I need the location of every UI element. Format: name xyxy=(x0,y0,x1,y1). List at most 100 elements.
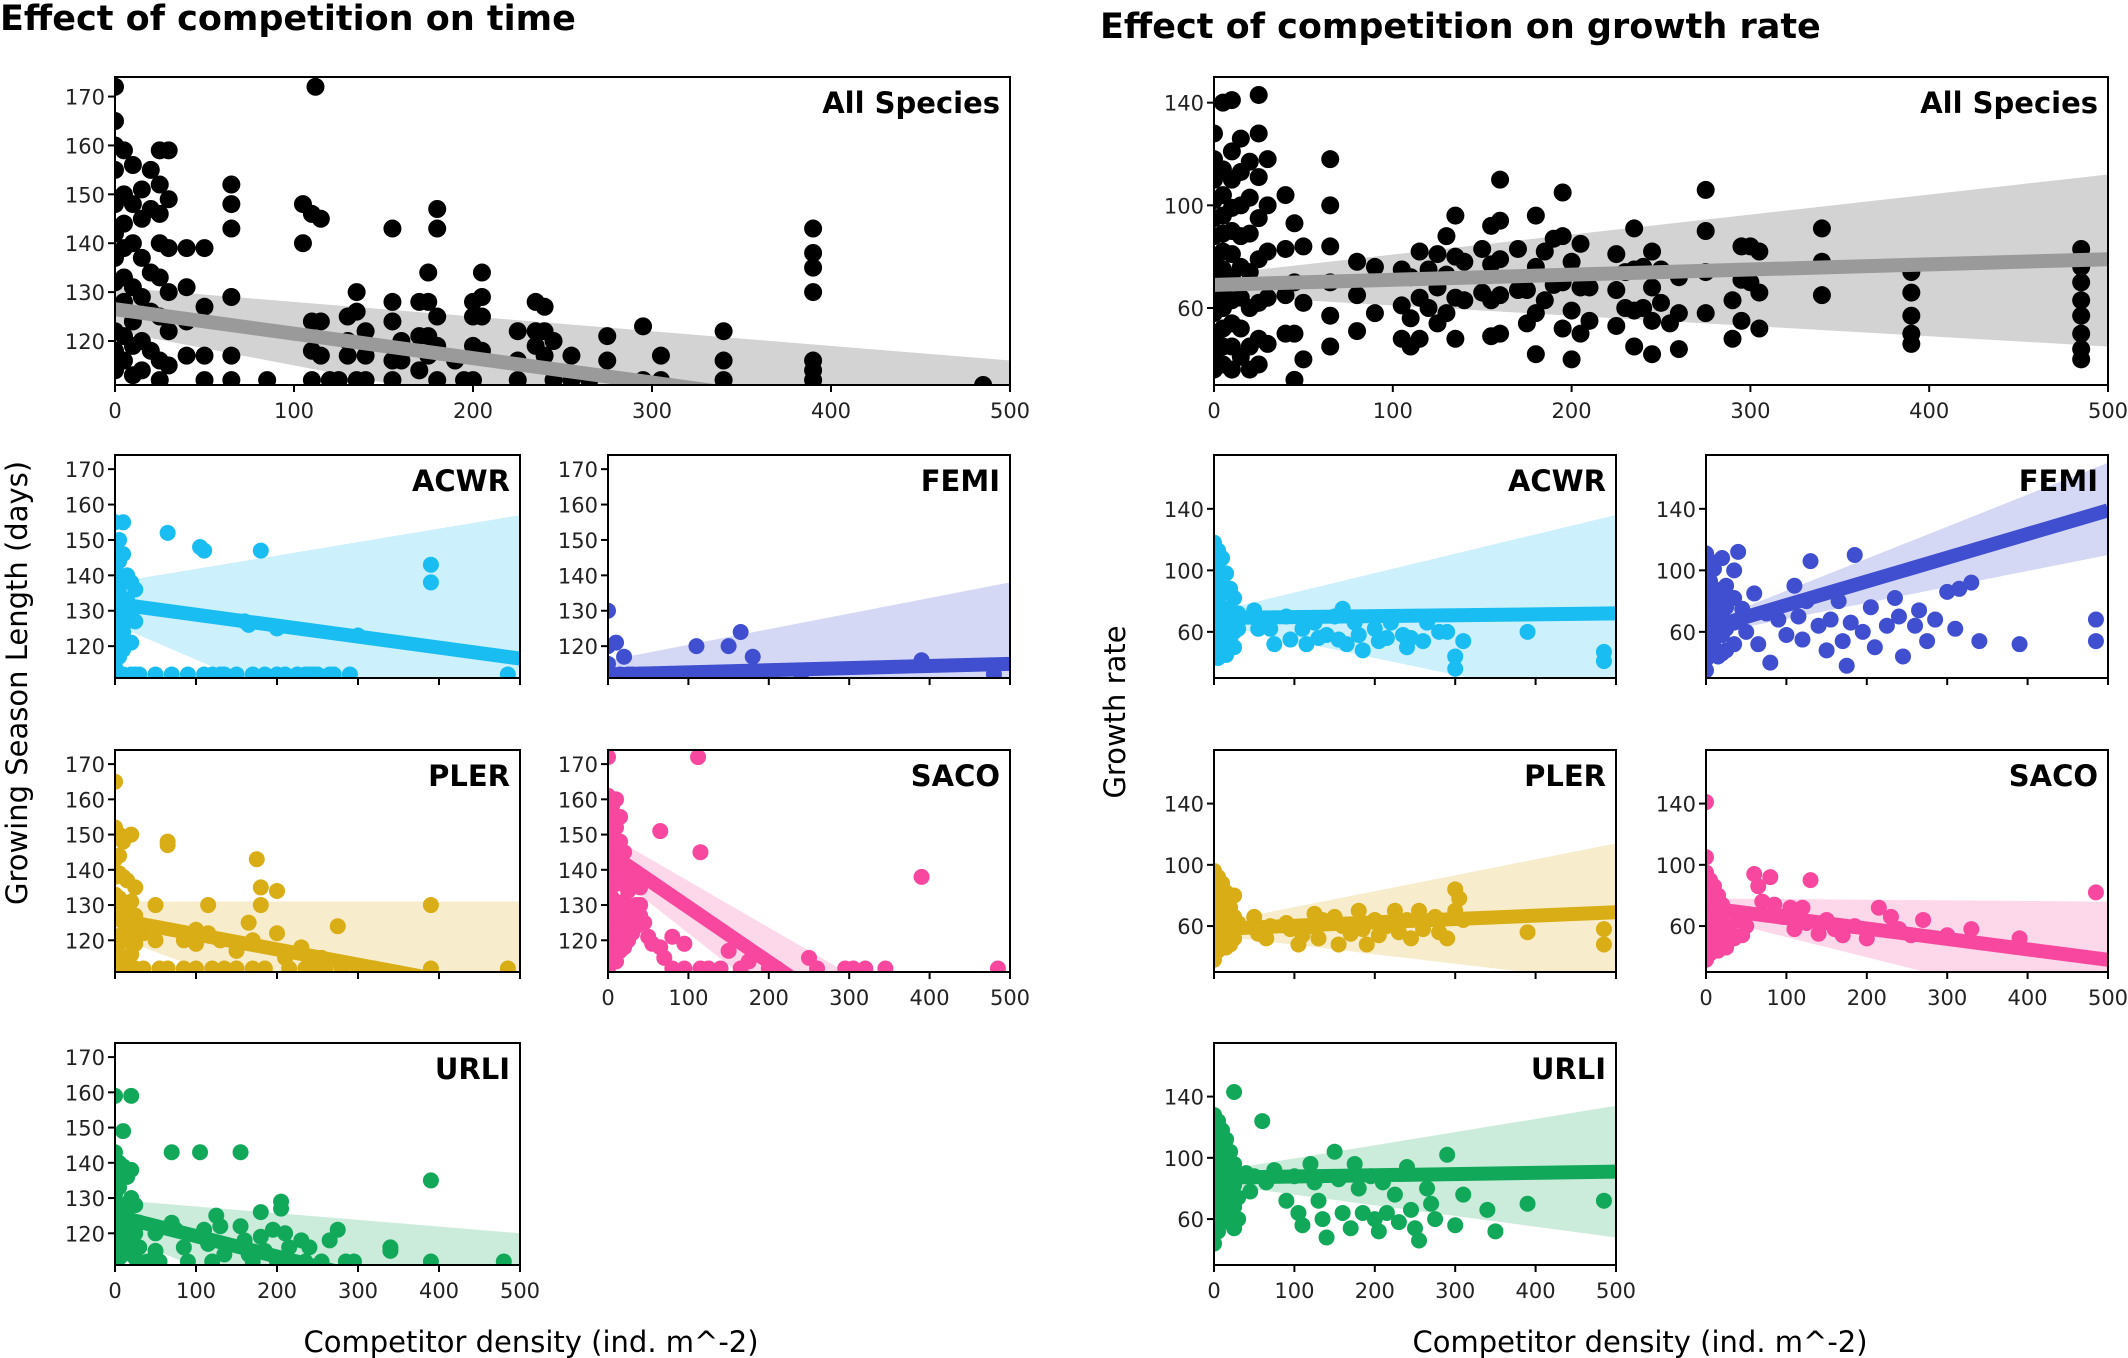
data-point xyxy=(159,322,178,341)
data-point xyxy=(150,371,169,385)
panel-border xyxy=(607,749,1011,973)
data-point xyxy=(714,371,733,385)
data-point xyxy=(1902,283,1921,302)
data-point xyxy=(464,371,482,385)
y-tick-label: 170 xyxy=(65,753,105,777)
y-tick-label: 140 xyxy=(1164,1086,1204,1110)
y-tick-label: 140 xyxy=(65,232,105,256)
data-point xyxy=(131,1239,148,1256)
data-point xyxy=(159,190,178,209)
data-point xyxy=(1447,648,1464,665)
confidence-ribbon xyxy=(608,582,1010,678)
regression-line xyxy=(1214,1164,1616,1185)
data-point xyxy=(115,1087,123,1104)
data-point xyxy=(1519,1195,1536,1212)
data-point xyxy=(1254,1113,1271,1130)
data-point xyxy=(1487,1223,1504,1240)
data-point xyxy=(1214,186,1232,205)
data-point xyxy=(700,960,717,972)
panel-title: FEMI xyxy=(921,464,1000,498)
data-point xyxy=(1738,918,1755,935)
x-tick-label: 0 xyxy=(601,986,614,1010)
data-point xyxy=(1643,345,1662,364)
data-point xyxy=(1580,278,1599,297)
y-tick-label: 60 xyxy=(1177,915,1204,939)
data-point xyxy=(1282,631,1299,648)
data-point xyxy=(1266,636,1283,653)
data-point xyxy=(258,371,277,385)
data-point xyxy=(804,258,823,277)
data-point xyxy=(422,574,439,591)
data-point xyxy=(1446,206,1465,225)
data-point xyxy=(1810,617,1827,634)
data-point xyxy=(141,160,160,179)
data-point xyxy=(177,278,196,297)
data-point xyxy=(1370,1223,1387,1240)
data-point xyxy=(1491,286,1510,305)
x-tick-label: 200 xyxy=(1552,399,1592,423)
data-point xyxy=(1314,1211,1331,1228)
y-tick-label: 60 xyxy=(1177,297,1204,321)
data-point xyxy=(1226,887,1243,904)
panel-time-femi: FEMI 120 130 140 150 160 170 xyxy=(558,454,1011,685)
data-point xyxy=(123,234,142,253)
data-point xyxy=(1230,1189,1247,1206)
plot-area xyxy=(115,514,520,678)
data-point xyxy=(195,239,214,258)
panel-title: URLI xyxy=(435,1052,510,1086)
data-point xyxy=(1338,636,1355,653)
data-point xyxy=(392,351,411,370)
data-point xyxy=(1447,1217,1464,1234)
data-point xyxy=(1491,324,1510,343)
data-point xyxy=(652,823,669,840)
data-point xyxy=(1348,252,1367,271)
data-point xyxy=(204,960,221,972)
right-figure-title: Effect of competition on growth rate xyxy=(1100,7,1821,47)
data-point xyxy=(1607,245,1626,264)
data-point xyxy=(616,648,633,665)
x-tick-label: 500 xyxy=(990,399,1030,423)
data-point xyxy=(1258,196,1277,215)
y-tick-label: 130 xyxy=(558,600,598,624)
data-point xyxy=(714,351,733,370)
data-point xyxy=(1222,245,1241,264)
data-point xyxy=(252,897,269,914)
panel-border xyxy=(114,76,1011,386)
y-tick-label: 140 xyxy=(65,564,105,588)
data-point xyxy=(163,1144,180,1161)
y-tick-label: 130 xyxy=(558,894,598,918)
y-tick-label: 120 xyxy=(65,330,105,354)
data-point xyxy=(608,750,616,766)
data-point xyxy=(1778,626,1795,643)
data-point xyxy=(163,666,180,678)
data-point xyxy=(1562,350,1581,369)
data-point xyxy=(132,248,151,267)
data-point xyxy=(216,960,233,972)
data-point xyxy=(1519,623,1536,640)
data-point xyxy=(115,214,133,233)
y-tick-label: 60 xyxy=(1669,621,1696,645)
x-tick-label: 100 xyxy=(274,399,314,423)
data-point xyxy=(1822,611,1839,628)
data-point xyxy=(1318,1229,1335,1246)
y-tick-label: 170 xyxy=(558,458,598,482)
data-point xyxy=(1718,577,1735,594)
regression-line xyxy=(608,846,796,972)
data-point xyxy=(228,666,245,678)
data-point xyxy=(1350,1180,1367,1197)
data-point xyxy=(1786,577,1803,594)
data-point xyxy=(1754,893,1771,910)
data-point xyxy=(1696,222,1715,240)
data-point xyxy=(1762,869,1779,886)
data-point xyxy=(1842,614,1859,631)
data-point xyxy=(232,1144,249,1161)
data-point xyxy=(1595,653,1612,670)
y-tick-label: 150 xyxy=(65,183,105,207)
data-point xyxy=(150,175,169,194)
data-point xyxy=(1894,648,1911,665)
data-point xyxy=(410,361,429,380)
y-tick-label: 150 xyxy=(558,824,598,848)
panel-growth-femi: FEMI 60 100 140 xyxy=(1656,454,2109,685)
x-tick-label: 300 xyxy=(1927,986,1967,1010)
data-point xyxy=(1262,620,1279,637)
